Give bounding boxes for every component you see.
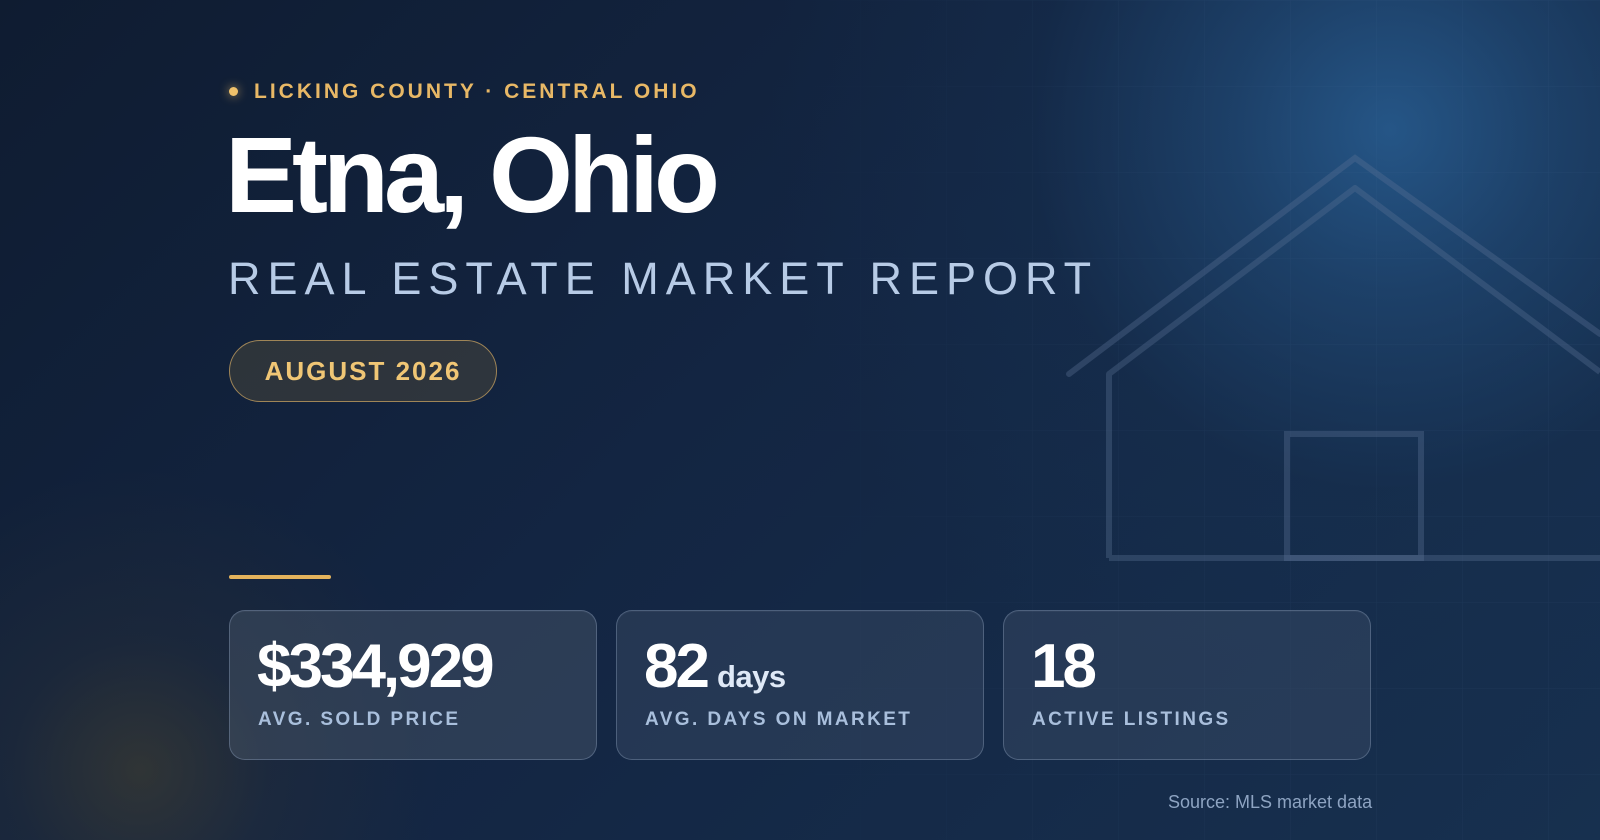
accent-divider xyxy=(229,575,331,579)
stat-value: $334,929 xyxy=(257,632,495,701)
avg-sold-price-card: $334,929 AVG. SOLD PRICE xyxy=(229,610,597,760)
stat-value-row: 18 xyxy=(1031,632,1097,701)
location-eyebrow: LICKING COUNTY · CENTRAL OHIO xyxy=(229,81,700,102)
stat-label: AVG. SOLD PRICE xyxy=(258,709,461,730)
stat-label: AVG. DAYS ON MARKET xyxy=(645,709,913,730)
stat-value: 82 xyxy=(644,632,710,701)
stat-value: 18 xyxy=(1031,632,1097,701)
dot-icon xyxy=(229,87,238,96)
active-listings-card: 18 ACTIVE LISTINGS xyxy=(1003,610,1371,760)
stat-label: ACTIVE LISTINGS xyxy=(1032,709,1231,730)
page-title: Etna, Ohio xyxy=(225,114,720,235)
report-subtitle: REAL ESTATE MARKET REPORT xyxy=(228,253,1099,304)
location-label: LICKING COUNTY · CENTRAL OHIO xyxy=(254,80,700,103)
stat-value-row: 82 days xyxy=(644,636,786,698)
stat-unit: days xyxy=(716,659,786,694)
source-note: Source: MLS market data xyxy=(1168,792,1373,812)
stat-value-row: $334,929 xyxy=(257,632,495,701)
date-badge: AUGUST 2026 xyxy=(229,340,497,402)
avg-days-on-market-card: 82 days AVG. DAYS ON MARKET xyxy=(616,610,984,760)
